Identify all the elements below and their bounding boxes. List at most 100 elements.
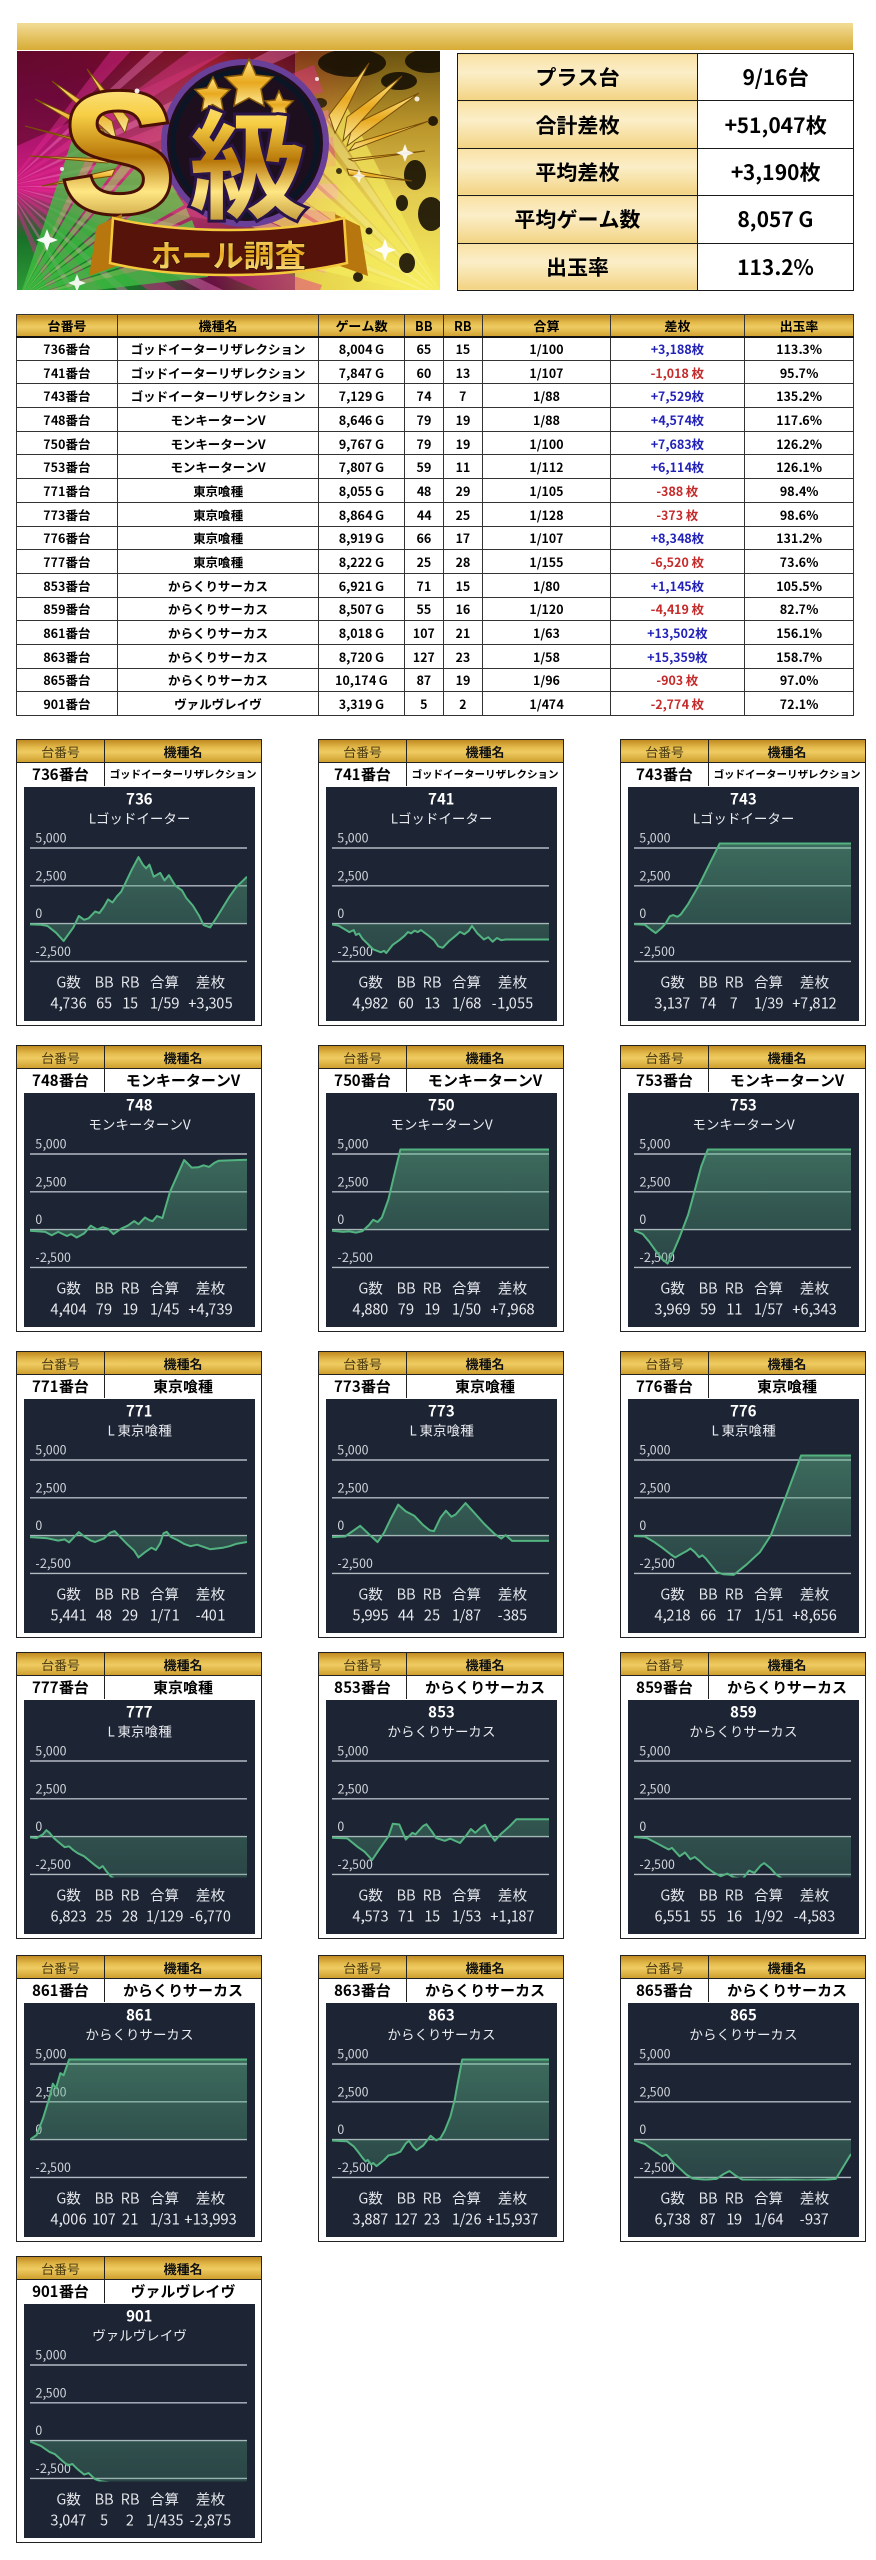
svg-text:合算: 合算 <box>754 972 783 993</box>
svg-text:差枚: 差枚 <box>800 1278 829 1299</box>
svg-text:11: 11 <box>726 1299 742 1320</box>
svg-text:25: 25 <box>424 1605 440 1626</box>
svg-text:RB: RB <box>121 1885 140 1906</box>
svg-text:5,000: 5,000 <box>35 1134 67 1153</box>
svg-text:G数: G数 <box>358 1278 383 1299</box>
svg-text:からくりサーカス: からくりサーカス <box>388 1721 496 1741</box>
svg-text:BB: BB <box>94 1885 114 1906</box>
svg-text:Lゴッドイーター: Lゴッドイーター <box>391 808 493 828</box>
svg-text:15: 15 <box>122 993 138 1014</box>
svg-text:2,500: 2,500 <box>36 1778 67 1797</box>
svg-text:0: 0 <box>338 2119 345 2138</box>
svg-text:87: 87 <box>700 2209 716 2230</box>
svg-text:79: 79 <box>96 1299 112 1320</box>
svg-text:G数: G数 <box>660 1885 685 1906</box>
svg-text:5: 5 <box>99 2510 108 2531</box>
svg-text:3,887: 3,887 <box>352 2209 388 2230</box>
svg-text:差枚: 差枚 <box>498 972 527 993</box>
svg-text:16: 16 <box>726 1906 742 1927</box>
svg-text:+6,343: +6,343 <box>792 1299 836 1320</box>
svg-text:+7,968: +7,968 <box>490 1299 534 1320</box>
svg-text:G数: G数 <box>56 1584 81 1605</box>
svg-text:合算: 合算 <box>452 1278 481 1299</box>
svg-text:1/68: 1/68 <box>452 993 482 1014</box>
svg-text:+15,937: +15,937 <box>486 2209 538 2230</box>
svg-text:G数: G数 <box>56 1885 81 1906</box>
svg-text:G数: G数 <box>56 972 81 993</box>
svg-text:+13,993: +13,993 <box>184 2209 236 2230</box>
svg-text:0: 0 <box>338 903 345 922</box>
svg-text:4,404: 4,404 <box>50 1299 86 1320</box>
svg-text:736: 736 <box>126 789 153 810</box>
svg-text:BB: BB <box>396 972 416 993</box>
svg-text:2,500: 2,500 <box>338 2081 369 2100</box>
svg-text:ホール調査: ホール調査 <box>151 231 306 276</box>
svg-text:RB: RB <box>725 1584 744 1605</box>
svg-text:859: 859 <box>730 1702 757 1723</box>
svg-text:RB: RB <box>121 2188 140 2209</box>
svg-text:合算: 合算 <box>150 972 179 993</box>
svg-text:差枚: 差枚 <box>800 2188 829 2209</box>
svg-text:748: 748 <box>126 1095 153 1116</box>
svg-text:RB: RB <box>423 1584 442 1605</box>
svg-text:753: 753 <box>730 1095 757 1116</box>
svg-text:-2,500: -2,500 <box>36 941 72 960</box>
svg-text:5,000: 5,000 <box>35 1741 67 1760</box>
svg-text:差枚: 差枚 <box>498 1278 527 1299</box>
svg-text:1/129: 1/129 <box>146 1906 184 1927</box>
svg-text:差枚: 差枚 <box>498 1885 527 1906</box>
svg-text:2,500: 2,500 <box>338 1171 369 1190</box>
svg-text:1/39: 1/39 <box>754 993 784 1014</box>
svg-text:2,500: 2,500 <box>338 1778 369 1797</box>
svg-text:合算: 合算 <box>452 2188 481 2209</box>
svg-text:RB: RB <box>121 1584 140 1605</box>
svg-text:合算: 合算 <box>754 1885 783 1906</box>
svg-text:-2,500: -2,500 <box>36 2157 72 2176</box>
svg-text:5,000: 5,000 <box>35 828 67 847</box>
svg-text:L 東京喰種: L 東京喰種 <box>107 1420 172 1440</box>
svg-text:0: 0 <box>338 1209 345 1228</box>
svg-text:G数: G数 <box>660 972 685 993</box>
svg-text:21: 21 <box>122 2209 138 2230</box>
svg-text:-2,875: -2,875 <box>190 2510 231 2531</box>
svg-text:741: 741 <box>428 789 455 810</box>
svg-text:G数: G数 <box>660 2188 685 2209</box>
svg-text:777: 777 <box>126 1702 153 1723</box>
svg-text:BB: BB <box>698 1885 718 1906</box>
svg-text:863: 863 <box>428 2005 455 2026</box>
svg-text:RB: RB <box>423 1278 442 1299</box>
svg-text:差枚: 差枚 <box>800 1885 829 1906</box>
svg-text:RB: RB <box>725 1885 744 1906</box>
svg-text:1/31: 1/31 <box>150 2209 180 2230</box>
svg-text:-6,770: -6,770 <box>190 1906 231 1927</box>
svg-text:17: 17 <box>726 1605 742 1626</box>
svg-text:5,000: 5,000 <box>35 2044 67 2063</box>
svg-text:0: 0 <box>640 1209 647 1228</box>
svg-text:-937: -937 <box>800 2209 829 2230</box>
svg-text:2,500: 2,500 <box>338 865 369 884</box>
svg-text:0: 0 <box>640 903 647 922</box>
svg-text:からくりサーカス: からくりサーカス <box>388 2024 496 2044</box>
svg-text:3,047: 3,047 <box>50 2510 86 2531</box>
svg-text:Lゴッドイーター: Lゴッドイーター <box>89 808 191 828</box>
svg-text:-401: -401 <box>196 1605 225 1626</box>
svg-text:0: 0 <box>36 903 43 922</box>
svg-text:5,000: 5,000 <box>639 828 671 847</box>
svg-text:750: 750 <box>428 1095 455 1116</box>
svg-text:1/59: 1/59 <box>150 993 180 1014</box>
svg-text:-2,500: -2,500 <box>338 1854 374 1873</box>
svg-text:モンキーターンV: モンキーターンV <box>390 1114 492 1134</box>
svg-text:13: 13 <box>424 993 440 1014</box>
svg-text:-2,500: -2,500 <box>640 1553 676 1572</box>
svg-text:0: 0 <box>36 1209 43 1228</box>
svg-text:1/26: 1/26 <box>452 2209 482 2230</box>
svg-text:5,000: 5,000 <box>337 828 369 847</box>
svg-text:-2,500: -2,500 <box>36 2458 72 2477</box>
svg-text:-2,500: -2,500 <box>338 1553 374 1572</box>
svg-text:-4,583: -4,583 <box>794 1906 835 1927</box>
svg-text:5,000: 5,000 <box>35 1440 67 1459</box>
svg-text:865: 865 <box>730 2005 757 2026</box>
svg-text:1/92: 1/92 <box>754 1906 784 1927</box>
svg-text:0: 0 <box>36 2420 43 2439</box>
svg-text:0: 0 <box>338 1515 345 1534</box>
